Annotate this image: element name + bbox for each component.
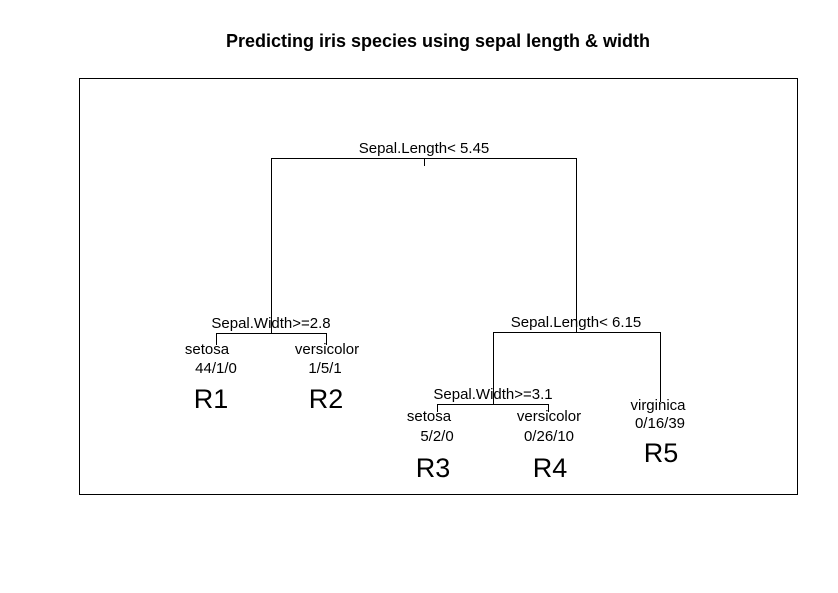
plot-frame — [79, 78, 798, 495]
leaf-class: virginica — [630, 397, 686, 414]
left-split-label: Sepal.Width>=2.8 — [211, 315, 330, 332]
leaf-counts: 0/16/39 — [635, 415, 685, 432]
leaf-counts: 0/26/10 — [524, 428, 574, 445]
right-left-split-lines — [437, 404, 549, 412]
leaf-r1: setosa 44/1/0 R1 — [185, 341, 237, 414]
region-label: R5 — [644, 438, 679, 468]
leaf-r2: versicolor 1/5/1 R2 — [295, 341, 359, 414]
region-label: R4 — [533, 453, 568, 483]
leaf-counts: 44/1/0 — [195, 360, 237, 377]
leaf-counts: 1/5/1 — [308, 360, 341, 377]
leaf-r5: virginica 0/16/39 R5 — [630, 397, 686, 468]
right-split-label: Sepal.Length< 6.15 — [511, 314, 642, 331]
leaf-class: versicolor — [517, 408, 581, 425]
left-split-lines — [216, 333, 327, 345]
right-split-lines — [493, 332, 661, 405]
diagram-title: Predicting iris species using sepal leng… — [226, 31, 650, 51]
right-left-split-label: Sepal.Width>=3.1 — [433, 386, 552, 403]
leaf-class: versicolor — [295, 341, 359, 358]
region-label: R1 — [194, 384, 229, 414]
region-label: R2 — [309, 384, 344, 414]
root-split-label: Sepal.Length< 5.45 — [359, 140, 490, 157]
leaf-class: setosa — [407, 408, 452, 425]
leaf-r4: versicolor 0/26/10 R4 — [517, 408, 581, 483]
leaf-counts: 5/2/0 — [420, 428, 453, 445]
leaf-r3: setosa 5/2/0 R3 — [407, 408, 454, 483]
root-split-lines — [271, 158, 577, 333]
leaf-class: setosa — [185, 341, 230, 358]
region-label: R3 — [416, 453, 451, 483]
